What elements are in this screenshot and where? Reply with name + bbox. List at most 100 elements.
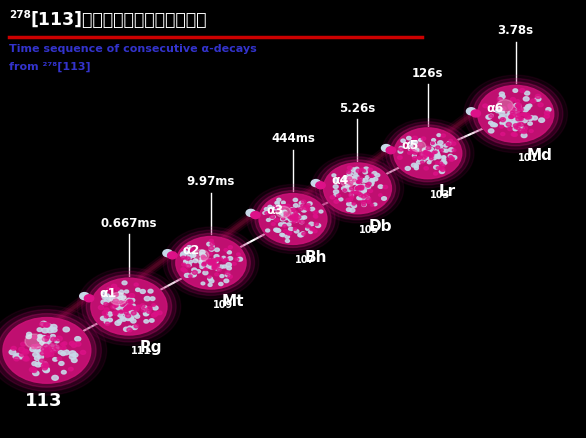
Circle shape [522,113,526,116]
Circle shape [366,197,370,199]
Circle shape [152,304,155,306]
Circle shape [516,124,520,127]
Circle shape [125,314,131,318]
Circle shape [299,207,303,210]
Circle shape [287,214,291,217]
Circle shape [367,201,371,203]
Circle shape [124,311,128,314]
Circle shape [526,113,530,117]
Circle shape [219,265,223,268]
Circle shape [102,295,107,299]
Circle shape [274,205,279,208]
Circle shape [523,97,529,101]
Circle shape [520,88,525,92]
Circle shape [334,200,339,203]
Circle shape [111,284,117,288]
Circle shape [265,212,269,215]
Circle shape [47,328,53,333]
Circle shape [276,206,291,218]
Circle shape [270,215,275,219]
Circle shape [91,278,167,335]
Circle shape [513,89,517,92]
Circle shape [137,305,141,308]
Circle shape [507,112,512,115]
Circle shape [50,343,56,348]
Circle shape [438,141,443,145]
Circle shape [203,260,208,264]
Circle shape [379,194,382,196]
Circle shape [153,306,158,310]
Circle shape [522,129,527,134]
Circle shape [517,124,523,127]
Circle shape [291,215,295,219]
Circle shape [63,327,69,332]
Circle shape [515,114,520,118]
Circle shape [446,142,450,145]
Circle shape [277,229,281,232]
Circle shape [45,349,49,352]
Circle shape [451,142,456,145]
Circle shape [282,210,287,214]
Circle shape [43,362,48,366]
Circle shape [517,108,521,111]
Circle shape [46,337,52,341]
Circle shape [288,227,293,230]
Circle shape [336,194,340,198]
Circle shape [424,152,429,155]
Circle shape [350,180,355,184]
Circle shape [214,273,219,276]
Circle shape [386,122,470,185]
Circle shape [24,356,28,359]
Circle shape [270,216,274,219]
Circle shape [281,217,285,220]
Circle shape [226,263,231,267]
Circle shape [38,362,43,366]
Circle shape [286,204,290,208]
Circle shape [23,350,29,354]
Circle shape [354,191,357,193]
Circle shape [50,335,55,338]
Circle shape [91,278,167,335]
Text: 278: 278 [9,10,30,20]
Circle shape [134,313,138,316]
Circle shape [43,349,49,353]
Circle shape [154,312,159,315]
Circle shape [493,124,498,127]
Circle shape [219,283,223,286]
Circle shape [505,123,509,127]
Circle shape [308,202,312,205]
Circle shape [513,113,519,117]
Circle shape [489,115,493,118]
Circle shape [43,368,49,373]
Circle shape [517,105,521,108]
Circle shape [40,359,44,362]
Circle shape [346,184,350,187]
Circle shape [193,250,209,261]
Circle shape [435,152,440,156]
Circle shape [211,259,216,262]
Circle shape [478,85,554,142]
Circle shape [32,336,37,339]
Circle shape [42,364,47,368]
Circle shape [281,205,285,208]
Circle shape [39,322,45,327]
Circle shape [214,264,219,268]
Text: α4: α4 [331,174,349,187]
Circle shape [294,219,298,222]
Circle shape [298,233,302,237]
Circle shape [52,375,59,380]
Circle shape [437,134,441,137]
Circle shape [366,185,370,189]
Circle shape [372,172,377,175]
Circle shape [41,362,47,366]
Circle shape [511,133,516,136]
Circle shape [294,204,298,207]
Circle shape [397,156,402,159]
Circle shape [51,328,57,332]
Circle shape [359,187,364,190]
Circle shape [203,259,207,262]
Circle shape [41,347,46,351]
Circle shape [507,127,512,131]
Circle shape [29,367,36,372]
Circle shape [370,178,375,182]
